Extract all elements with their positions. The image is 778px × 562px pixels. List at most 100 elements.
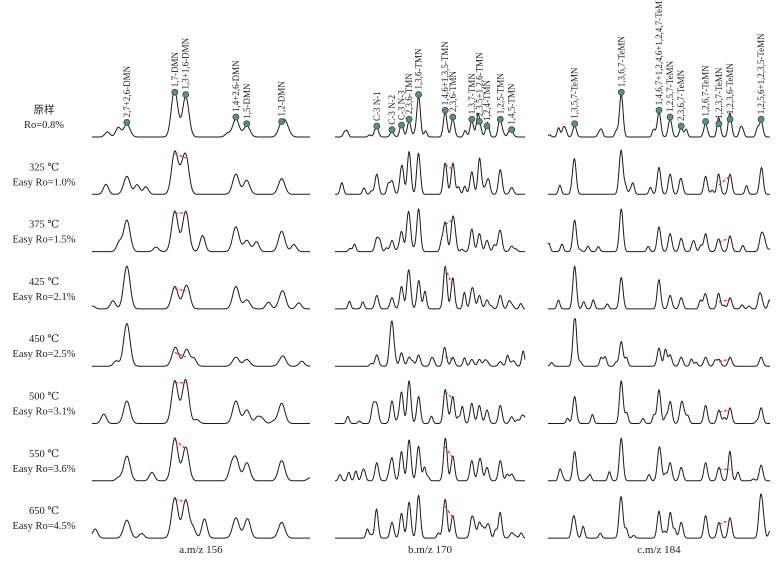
- trace-row-3: [547, 208, 771, 253]
- shift-dashed-line: [445, 356, 453, 360]
- trace-row-8: [548, 493, 771, 539]
- peak-label: 1,2,6,7-TeMN: [701, 65, 711, 117]
- trace-row-7: [334, 437, 525, 482]
- trace-row-8: [91, 497, 310, 539]
- panel-1: 2,7+2,6-DMN 1,7-DMN 1,3+1,6-DMN 1,4+2,6-DMN…: [91, 37, 311, 539]
- trace-row-5: [92, 323, 311, 367]
- shift-dashed-line: [718, 299, 731, 303]
- shift-dashed-line: [718, 409, 731, 413]
- peak-label: C-3 N-1: [372, 91, 382, 121]
- peak-marker: [232, 113, 240, 121]
- peak-label: 2,7+2,6-DMN: [122, 65, 132, 117]
- peak-label: 1,2,3,6-TeMN: [725, 63, 735, 115]
- row-label-line1: 325 ℃: [29, 162, 59, 173]
- peak-label: 1,2,5-TMN: [495, 73, 505, 114]
- row-label-line1: 425 ℃: [29, 277, 59, 288]
- peak-label: 2,3,6,7-TeMN: [676, 69, 686, 121]
- row-label-line2: Easy Ro=4.5%: [12, 521, 75, 532]
- trace-row-2: [335, 151, 525, 195]
- shift-dashed-line: [718, 237, 731, 243]
- peak-label: 1,3,6-TMN: [414, 48, 424, 89]
- peak-marker: [388, 126, 396, 134]
- panel-label: b.m/z 170: [408, 544, 452, 556]
- peak-marker: [475, 118, 483, 125]
- peak-marker: [617, 88, 625, 96]
- trace-row-7: [548, 437, 770, 482]
- peak-marker: [398, 121, 405, 129]
- row-label-line1: 原样: [34, 103, 55, 116]
- peak-marker: [468, 115, 476, 123]
- row-label-line1: 650 ℃: [29, 506, 59, 517]
- shift-dashed-line: [444, 506, 454, 518]
- shift-dashed-line: [444, 446, 454, 459]
- panel-label: a.m/z 156: [179, 544, 223, 556]
- peak-label: 1,4,5-TMN: [507, 83, 517, 124]
- peak-marker: [666, 113, 674, 121]
- shift-dashed-line: [718, 519, 731, 525]
- row-label-line2: Easy Ro=3.6%: [12, 464, 75, 475]
- shift-dashed-line: [174, 439, 187, 450]
- peak-label: 1,2,3,7-TeMN: [714, 67, 724, 119]
- panel-3: 1,3,5,7-TeMN 1,3,6,7-TeMN 1,4,6,7+1,2,4,6+…: [547, 0, 771, 539]
- peak-label: 2,3,6-TMN: [448, 71, 458, 112]
- peak-marker: [441, 106, 449, 114]
- trace-row-3: [92, 210, 310, 253]
- peak-label: 1,4,6,7+1,2,4,6+1,2,4,7-TeMN: [654, 0, 664, 105]
- trace-row-5: [547, 318, 770, 367]
- peak-label: 1,3,5,7-TeMN: [570, 67, 580, 119]
- peak-label: 1,2,5,6+1,2,3,5-TeMN: [756, 33, 766, 114]
- peak-label: 2,3,5+1,2,6-TMN: [474, 52, 484, 117]
- peak-marker: [182, 91, 190, 98]
- peak-label: 1,7-DMN: [170, 52, 180, 88]
- peak-label: 1,2,5,7-TeMN: [665, 60, 675, 112]
- peak-marker: [726, 115, 734, 123]
- peak-marker: [278, 118, 286, 125]
- peak-marker: [483, 122, 491, 130]
- row-label-line2: Easy Ro=1.5%: [12, 235, 75, 246]
- peak-label: 1,4+2,6-DMN: [231, 60, 241, 112]
- peak-label: C-3 N-2: [387, 95, 397, 125]
- row-label-line2: Easy Ro=2.1%: [12, 292, 75, 303]
- trace-row-4: [91, 265, 310, 310]
- row-label-line2: Ro=0.8%: [24, 120, 64, 131]
- shift-dashed-line: [174, 351, 186, 358]
- chromatogram-panels: 2,7+2,6-DMN 1,7-DMN 1,3+1,6-DMN 1,4+2,6-DMN…: [91, 0, 771, 539]
- peak-marker: [655, 106, 663, 114]
- shift-dashed-line: [174, 499, 186, 503]
- peak-marker: [171, 88, 179, 96]
- peak-marker: [571, 120, 579, 128]
- trace-row-5: [335, 320, 526, 367]
- row-label-line2: Easy Ro=3.1%: [12, 407, 75, 418]
- peak-label: 1,4,6+1,3,5-TMN: [440, 41, 450, 106]
- peak-label: 1,2-DMN: [277, 81, 287, 117]
- row-label-line1: 500 ℃: [29, 392, 59, 403]
- trace-row-4: [548, 265, 771, 310]
- peak-label: 1,5-DMN: [242, 83, 252, 119]
- peak-marker: [415, 91, 423, 98]
- trace-row-1: [92, 89, 310, 138]
- peak-label: 1,3,6,7-TeMN: [616, 36, 626, 88]
- peak-marker: [702, 118, 710, 125]
- trace-row-8: [335, 494, 526, 539]
- row-label-line1: 375 ℃: [29, 220, 59, 231]
- peak-marker: [405, 115, 413, 123]
- peak-marker: [677, 122, 685, 130]
- shift-dashed-line: [174, 152, 186, 159]
- shift-dashed-line: [444, 164, 454, 170]
- peak-label: 1,3+1,6-DMN: [181, 37, 191, 89]
- row-labels: 原样 Ro=0.8% 325 ℃ Easy Ro=1.0% 375 ℃ Easy Ro=1…: [12, 103, 75, 532]
- peak-label: 1,3,7-TMN: [467, 73, 477, 114]
- trace-row-6: [548, 380, 770, 424]
- row-label-line1: 550 ℃: [29, 449, 59, 460]
- peak-label: 1,2,4-TMN: [482, 80, 492, 121]
- shift-dashed-line: [444, 219, 454, 225]
- trace-row-2: [548, 149, 770, 195]
- peak-marker: [373, 122, 381, 130]
- shift-dashed-line: [444, 391, 454, 399]
- row-label-line1: 450 ℃: [29, 334, 59, 345]
- peak-marker: [508, 126, 516, 134]
- trace-row-6: [335, 380, 526, 424]
- row-label-line2: Easy Ro=1.0%: [12, 177, 75, 188]
